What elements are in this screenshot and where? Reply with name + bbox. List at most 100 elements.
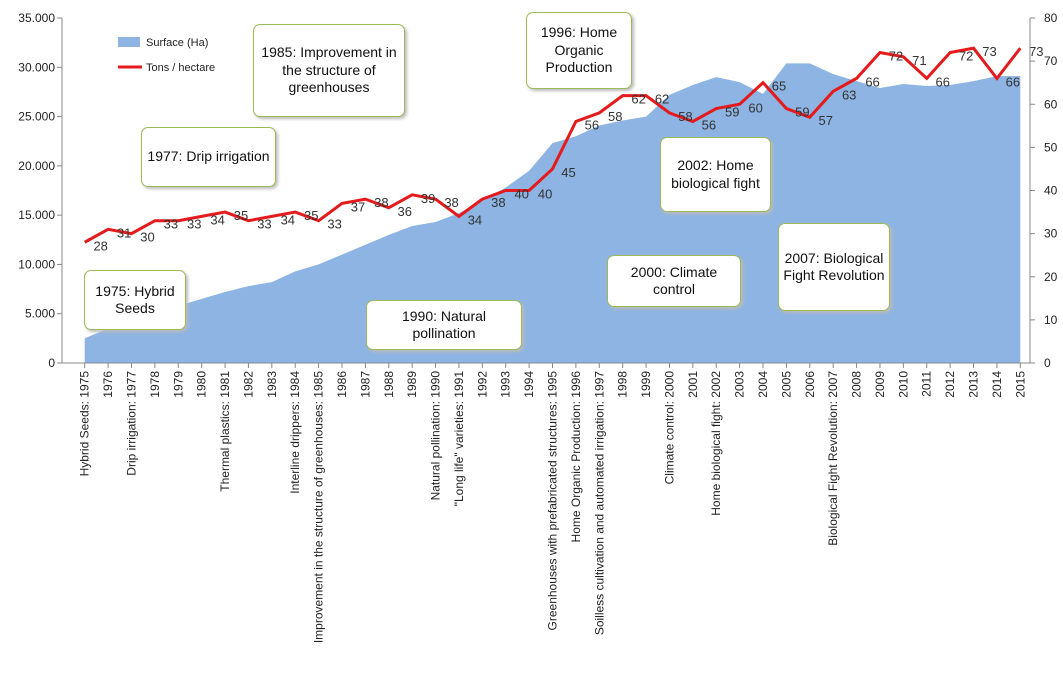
data-label: 34 <box>468 212 482 227</box>
x-tick-label: 2004 <box>756 371 770 398</box>
x-tick-label: Climate control: 2000 <box>662 371 676 485</box>
x-tick-label: 1980 <box>195 371 209 398</box>
annotation: 1985: Improvement in the structure of gr… <box>253 24 405 117</box>
x-tick-label: 1986 <box>335 371 349 398</box>
data-label: 38 <box>491 195 505 210</box>
data-label: 57 <box>819 113 833 128</box>
data-label: 58 <box>608 109 622 124</box>
data-label: 56 <box>585 118 599 133</box>
data-label: 58 <box>678 109 692 124</box>
x-tick-label: 2010 <box>896 371 910 398</box>
data-label: 73 <box>1029 44 1043 59</box>
x-tick-label: Thermal plastics: 1981 <box>218 371 232 492</box>
data-label: 73 <box>982 44 996 59</box>
y2-tick-label: 20 <box>1044 270 1058 284</box>
x-tick-label: 2014 <box>990 371 1004 398</box>
x-tick-label: Greenhouses with prefabricated structure… <box>546 371 560 631</box>
x-tick-label: Biological Fight Revolution: 2007 <box>826 371 840 546</box>
y2-tick-label: 70 <box>1044 54 1058 68</box>
data-label: 33 <box>327 217 341 232</box>
y2-tick-label: 40 <box>1044 184 1058 198</box>
x-tick-label: Interline drippers: 1984 <box>288 371 302 494</box>
data-label: 35 <box>304 208 318 223</box>
data-label: 56 <box>702 118 716 133</box>
data-label: 39 <box>421 191 435 206</box>
x-tick-label: 2003 <box>733 371 747 398</box>
y-tick-label: 30.000 <box>18 60 55 74</box>
x-tick-label: 2006 <box>803 371 817 398</box>
data-label: 71 <box>912 53 926 68</box>
x-tick-label: Soilless cultivation and automated irrig… <box>592 371 606 635</box>
data-label: 62 <box>655 92 669 107</box>
y-tick-label: 15.000 <box>18 208 55 222</box>
data-label: 38 <box>444 195 458 210</box>
data-label: 66 <box>936 74 950 89</box>
data-label: 30 <box>140 230 154 245</box>
annotation: 1975: Hybrid Seeds <box>84 270 186 330</box>
x-tick-label: Hybrid Seeds: 1975 <box>78 371 92 477</box>
x-tick-label: 1978 <box>148 371 162 398</box>
x-tick-label: 2008 <box>850 371 864 398</box>
x-tick-label: 1988 <box>382 371 396 398</box>
y2-tick-label: 0 <box>1044 356 1051 370</box>
y-tick-label: 25.000 <box>18 110 55 124</box>
x-tick-label: Home biological fight: 2002 <box>709 371 723 516</box>
data-label: 28 <box>93 238 107 253</box>
x-tick-label: 1979 <box>171 371 185 398</box>
y-tick-label: 5.000 <box>25 307 55 321</box>
x-tick-label: Home Organic Production: 1996 <box>569 371 583 543</box>
annotation: 1996: Home Organic Production <box>526 12 632 89</box>
x-tick-label: 1976 <box>101 371 115 398</box>
y2-tick-label: 60 <box>1044 97 1058 111</box>
data-label: 65 <box>772 79 786 94</box>
data-label: 62 <box>631 92 645 107</box>
data-label: 35 <box>234 208 248 223</box>
annotation: 2002: Home biological fight <box>660 137 771 212</box>
data-label: 38 <box>374 195 388 210</box>
data-label: 36 <box>398 204 412 219</box>
data-label: 72 <box>889 49 903 64</box>
x-tick-label: 1987 <box>358 371 372 398</box>
x-tick-label: Natural pollination: 1990 <box>429 371 443 501</box>
x-tick-label: 1999 <box>639 371 653 398</box>
x-tick-label: Improvement in the structure of greenhou… <box>312 371 326 643</box>
y-tick-label: 0 <box>48 356 55 370</box>
annotation: 2007: Biological Fight Revolution <box>778 223 890 311</box>
annotation: 1990: Natural pollination <box>366 300 522 350</box>
data-label: 45 <box>561 165 575 180</box>
data-label: 37 <box>351 199 365 214</box>
data-label: 72 <box>959 49 973 64</box>
x-tick-label: 1982 <box>241 371 255 398</box>
y2-tick-label: 30 <box>1044 227 1058 241</box>
annotation: 1977: Drip irrigation <box>141 127 276 187</box>
data-label: 40 <box>538 187 552 202</box>
y-tick-label: 20.000 <box>18 159 55 173</box>
data-label: 59 <box>795 105 809 120</box>
x-tick-label: 1994 <box>522 371 536 398</box>
legend-label: Tons / hectare <box>146 62 215 74</box>
data-label: 60 <box>748 100 762 115</box>
data-label: 34 <box>210 212 224 227</box>
legend-swatch <box>118 37 140 47</box>
legend-label: Surface (Ha) <box>146 37 208 49</box>
x-tick-label: 2011 <box>920 371 934 397</box>
x-tick-label: Drip irrigation: 1977 <box>124 371 138 476</box>
annotation: 2000: Climate control <box>607 255 741 307</box>
data-label: 33 <box>187 217 201 232</box>
x-tick-label: 2005 <box>779 371 793 398</box>
x-tick-label: 2013 <box>967 371 981 398</box>
data-label: 31 <box>117 225 131 240</box>
x-tick-label: 1989 <box>405 371 419 398</box>
data-label: 40 <box>514 187 528 202</box>
data-label: 66 <box>1006 74 1020 89</box>
x-tick-label: 2001 <box>686 371 700 398</box>
y-tick-label: 35.000 <box>18 11 55 25</box>
x-tick-label: 2015 <box>1013 371 1027 398</box>
line <box>83 46 1022 244</box>
data-label: 33 <box>164 217 178 232</box>
x-tick-label: "Long life" varieties: 1991 <box>452 371 466 507</box>
x-tick-label: 2009 <box>873 371 887 398</box>
data-label: 59 <box>725 105 739 120</box>
x-tick-label: 1998 <box>616 371 630 398</box>
